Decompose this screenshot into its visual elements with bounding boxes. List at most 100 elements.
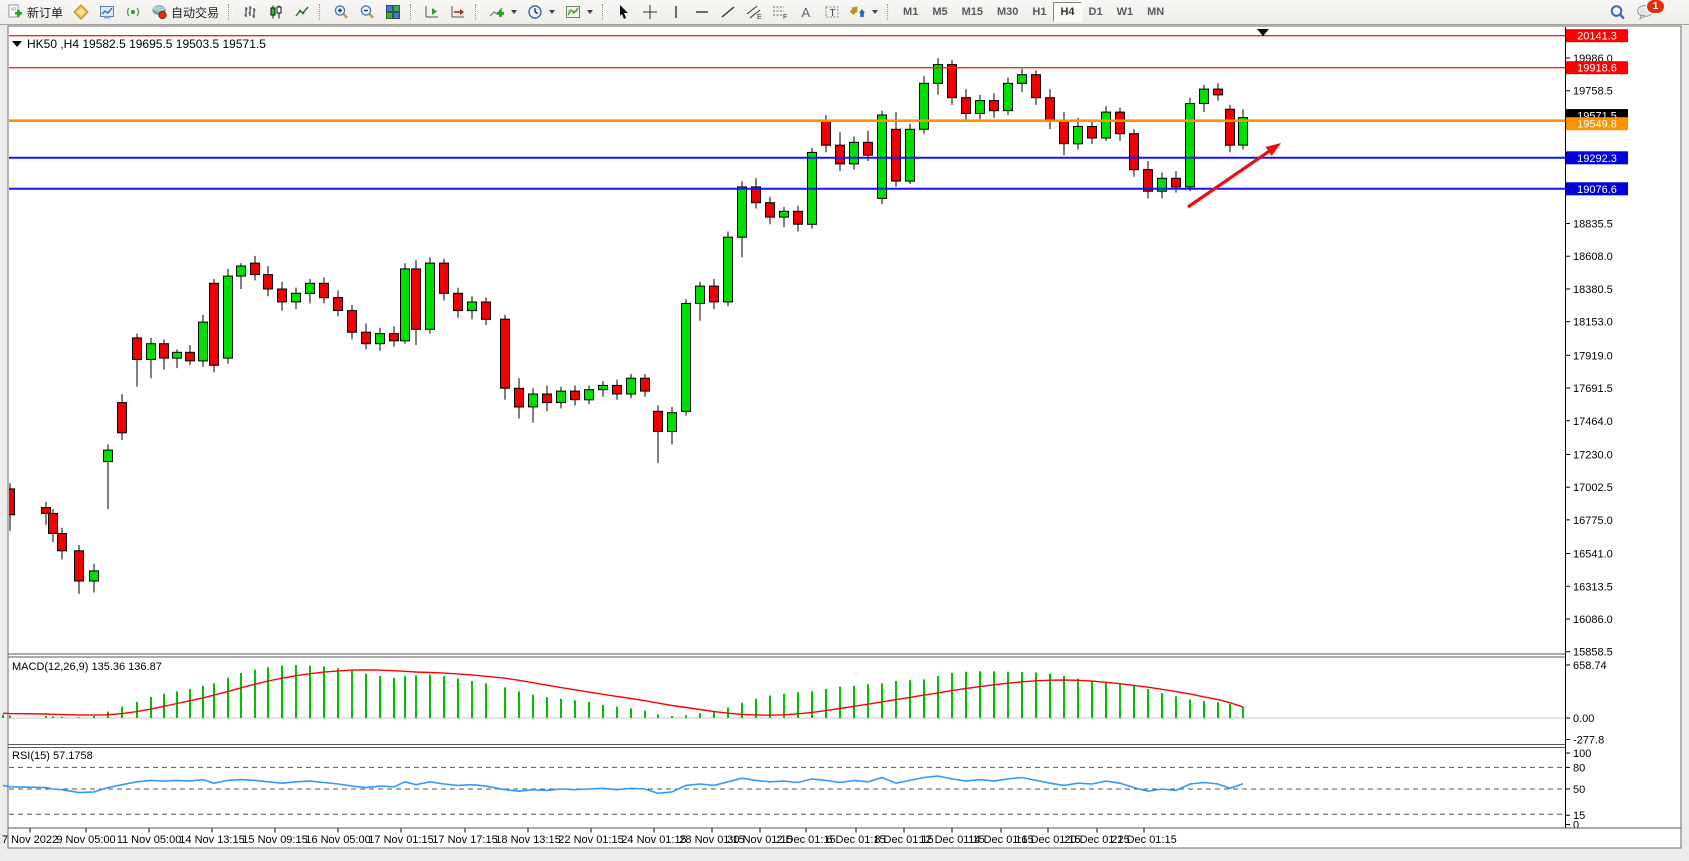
new-order-button[interactable]: 新订单: [2, 2, 68, 23]
time-tick-label: 28 Nov 01:15: [679, 834, 744, 846]
autotrading-label: 自动交易: [171, 5, 220, 20]
candle-body: [250, 262, 260, 276]
candle-body: [695, 285, 705, 304]
candle-body: [877, 114, 887, 199]
timeframe-m15[interactable]: M15: [961, 6, 983, 18]
timeframe-d1[interactable]: D1: [1088, 6, 1103, 18]
text-label-button[interactable]: T: [819, 2, 845, 23]
toolbar-grip: [228, 4, 234, 20]
chevron-down-icon: [587, 10, 594, 14]
periods-button[interactable]: [522, 2, 560, 23]
candle-body: [975, 100, 985, 114]
candle-body: [209, 282, 219, 366]
price-tick-label: 17002.5: [1573, 482, 1613, 494]
signals-button[interactable]: [120, 2, 146, 23]
price-level-badge: 20141.3: [1566, 29, 1628, 43]
candle-body: [863, 141, 873, 156]
autotrading-button[interactable]: 自动交易: [146, 2, 224, 23]
timeframe-m30[interactable]: M30: [997, 6, 1019, 18]
chart-shift-button[interactable]: [419, 2, 445, 23]
price-level-badge: 19918.6: [1566, 61, 1628, 75]
candle-body: [1073, 126, 1083, 145]
candle-body: [1185, 103, 1195, 188]
chevron-down-icon: [872, 10, 879, 14]
vertical-line-icon: [668, 4, 684, 20]
price-tick-label: 17464.0: [1573, 416, 1613, 428]
price-tick-label: 19758.5: [1573, 86, 1613, 98]
timeframe-w1[interactable]: W1: [1116, 6, 1134, 18]
zoom-out-icon: [359, 4, 375, 20]
candle-body: [9, 488, 15, 516]
candle-body: [159, 343, 169, 359]
trend-arrow[interactable]: [1187, 146, 1276, 209]
timeframe-h4[interactable]: H4: [1053, 2, 1082, 22]
timeframe-m5[interactable]: M5: [932, 6, 948, 18]
timeframe-mn[interactable]: MN: [1147, 6, 1165, 18]
price-tick-label: 18835.5: [1573, 218, 1613, 230]
candle-body: [48, 512, 58, 535]
auto-scroll-button[interactable]: [445, 2, 471, 23]
notifications-button[interactable]: 1: [1631, 0, 1665, 23]
chevron-down-icon: [511, 10, 518, 14]
zoom-out-button[interactable]: [354, 2, 380, 23]
horizontal-line-button[interactable]: [689, 2, 715, 23]
svg-text:19549.8: 19549.8: [1577, 119, 1617, 131]
rsi-line: [2, 775, 1244, 795]
cursor-button[interactable]: [611, 2, 637, 23]
candle-body: [1031, 74, 1041, 99]
svg-text:A: A: [802, 5, 811, 20]
auto-scroll-icon: [450, 4, 466, 20]
chevron-down-icon: [549, 10, 556, 14]
chart-bars-button[interactable]: [237, 2, 263, 23]
price-level-badge: 19076.6: [1566, 182, 1628, 196]
price-level-badge: 19292.3: [1566, 151, 1628, 165]
candle-body: [291, 292, 301, 303]
metaeditor-icon: [73, 4, 89, 20]
chart-shift-marker[interactable]: [1257, 29, 1269, 36]
candle-body: [821, 120, 831, 146]
search-button[interactable]: [1604, 2, 1631, 23]
timeframe-m1[interactable]: M1: [903, 6, 919, 18]
line-chart-icon: [294, 4, 310, 20]
templates-button[interactable]: [560, 2, 598, 23]
rsi-tick-label: 15: [1573, 810, 1585, 822]
candle-body: [500, 318, 510, 389]
candle-body: [1003, 82, 1013, 112]
zoom-in-button[interactable]: [328, 2, 354, 23]
trend-arrow-head[interactable]: [1265, 143, 1281, 157]
time-tick-label: 15 Nov 09:15: [242, 834, 307, 846]
market-watch-button[interactable]: [94, 2, 120, 23]
candle-body: [0, 488, 8, 513]
timeframe-h1[interactable]: H1: [1032, 6, 1047, 18]
search-icon: [1609, 4, 1626, 21]
symbol-dropdown-icon[interactable]: [12, 41, 22, 47]
candle-body: [89, 570, 99, 582]
indicators-icon: [489, 4, 505, 20]
candle-body: [1171, 177, 1181, 188]
trendline-button[interactable]: [715, 2, 741, 23]
toolbar-grip: [887, 4, 893, 20]
metaeditor-button[interactable]: [68, 2, 94, 23]
candle-body: [653, 410, 663, 432]
text-button[interactable]: A: [793, 2, 819, 23]
crosshair-button[interactable]: [637, 2, 663, 23]
candle-body: [765, 202, 775, 218]
candle-body: [103, 449, 113, 463]
tile-windows-button[interactable]: [380, 2, 406, 23]
arrows-button[interactable]: [845, 2, 883, 23]
price-tick-label: 18380.5: [1573, 284, 1613, 296]
fibonacci-button[interactable]: F: [767, 2, 793, 23]
chart-candles-button[interactable]: [263, 2, 289, 23]
candle-body: [375, 333, 385, 345]
indicators-button[interactable]: [484, 2, 522, 23]
time-tick-label: 17 Nov 17:15: [432, 834, 497, 846]
candle-body: [528, 393, 538, 408]
cursor-icon: [616, 4, 632, 20]
equidistant-channel-button[interactable]: E: [741, 2, 767, 23]
vertical-line-button[interactable]: [663, 2, 689, 23]
candle-body: [542, 393, 552, 404]
candle-body: [117, 402, 127, 434]
time-tick-label: 22 Nov 01:15: [558, 834, 623, 846]
chart-line-button[interactable]: [289, 2, 315, 23]
